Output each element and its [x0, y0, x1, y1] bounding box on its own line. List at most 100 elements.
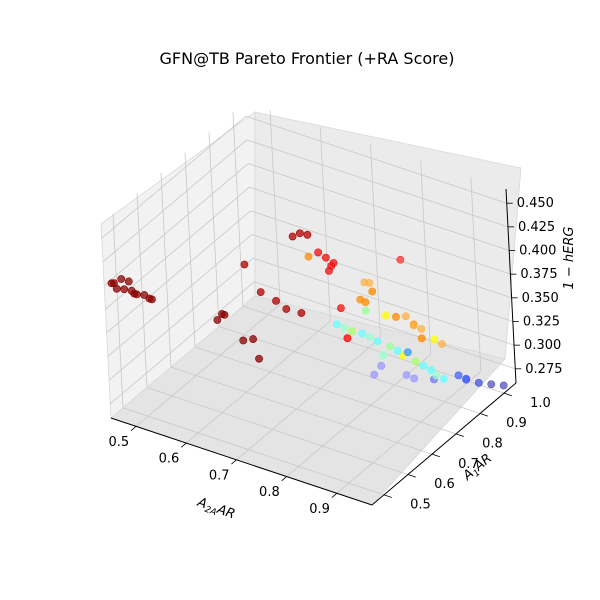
scatter-point — [120, 285, 129, 294]
grid-line-y — [218, 326, 481, 414]
scatter-point — [392, 312, 400, 321]
scatter-point — [409, 321, 418, 330]
scatter-point — [393, 346, 402, 355]
scatter-point — [337, 304, 345, 313]
y-tick-mark — [503, 392, 512, 397]
scatter-point — [361, 306, 370, 315]
scatter-point — [303, 230, 312, 239]
scatter-point — [377, 361, 386, 370]
scatter-point — [411, 357, 420, 366]
y-tick-label: 0.6 — [434, 477, 455, 492]
scatter-point — [329, 259, 338, 267]
y-tick-label: 0.5 — [410, 498, 431, 513]
scatter-point — [255, 354, 263, 363]
scatter-point — [340, 323, 349, 332]
grid-line-x — [236, 337, 381, 461]
scatter-point — [348, 327, 357, 336]
scatter-point — [343, 334, 352, 343]
scatter-point — [430, 335, 439, 344]
y-tick-label: 0.7 — [458, 457, 479, 472]
scatter-point — [373, 337, 382, 346]
scatter-point — [124, 277, 133, 286]
scatter-point — [417, 334, 426, 343]
z-tick-label: 0.325 — [523, 314, 560, 329]
scatter-point — [304, 252, 313, 261]
z-tick-label: 0.375 — [520, 267, 557, 282]
grid-line-z — [106, 210, 251, 334]
grid-line-y — [232, 112, 244, 307]
y-tick-mark — [383, 494, 392, 498]
grid-line-y — [146, 387, 409, 475]
grid-line-z — [101, 115, 246, 239]
y-tick-mark — [407, 474, 416, 478]
scatter-point — [438, 340, 446, 348]
grid-line-z — [102, 139, 248, 263]
z-tick-label: 0.400 — [519, 244, 556, 259]
scatter-point — [401, 312, 410, 321]
scatter-point — [427, 366, 435, 374]
x-tick-mark — [130, 426, 137, 431]
scatter-point — [499, 381, 508, 390]
scatter-point — [107, 279, 116, 288]
scatter-point — [419, 361, 428, 370]
chart-title: GFN@TB Pareto Frontier (+RA Score) — [160, 49, 455, 68]
grid-line-y — [170, 366, 433, 455]
scatter-point — [487, 380, 496, 389]
grid-line-y — [194, 346, 457, 435]
y-axis-line — [371, 382, 517, 506]
scatter-point — [220, 310, 229, 319]
scatter-point — [370, 370, 379, 379]
scatter-point — [130, 289, 139, 298]
scatter-point — [382, 311, 390, 320]
grid-line-y — [208, 132, 220, 327]
scatter-point — [365, 333, 374, 341]
y-tick-label: 1.0 — [530, 396, 551, 411]
grid-line-z — [246, 139, 509, 228]
scatter-point — [272, 296, 280, 305]
grid-line-z — [245, 115, 507, 204]
grid-line-z — [249, 186, 511, 275]
scatter-point — [239, 336, 248, 345]
grid-line-z — [252, 257, 515, 346]
grid-line-y — [136, 193, 148, 388]
z-tick-label: 0.450 — [517, 196, 554, 211]
x-tick-label: 0.5 — [108, 435, 129, 450]
scatter-point — [358, 329, 367, 338]
y-tick-mark — [455, 433, 464, 437]
scatter-point — [282, 305, 291, 313]
grid-line-z — [250, 210, 512, 299]
x-tick-label: 0.7 — [209, 468, 230, 483]
axis-lines — [110, 188, 522, 506]
x-tick-label: 0.9 — [309, 502, 330, 517]
scatter-point — [112, 284, 121, 293]
x-axis-line — [110, 417, 373, 506]
scatter-point — [297, 309, 306, 317]
scatter-point — [325, 266, 333, 275]
scatter-point — [462, 375, 471, 384]
scatter-point — [314, 248, 323, 257]
grid-line-y — [184, 152, 196, 347]
grid-line-x — [186, 320, 331, 444]
scatter-point — [321, 253, 330, 262]
z-tick-label: 0.425 — [518, 220, 555, 235]
scatter-point — [432, 371, 441, 380]
scatter-point — [360, 278, 369, 287]
scatter-point — [332, 320, 341, 329]
z-tick-label: 0.300 — [524, 338, 561, 353]
grid-line-y — [112, 213, 124, 408]
scatter-point — [379, 351, 388, 360]
grid-line-x — [420, 160, 432, 355]
grid-line-x — [135, 304, 281, 427]
grid-line-y — [160, 173, 172, 368]
scatter-point — [454, 371, 463, 380]
x-axis-label: A2AAR — [194, 495, 237, 525]
scatter-point — [288, 232, 297, 241]
scatter-point — [240, 260, 249, 269]
grid-line-x — [470, 177, 482, 372]
scatter-point — [402, 371, 411, 379]
scatter-point — [213, 316, 222, 324]
z-axis-line — [505, 188, 517, 384]
x-tick-mark — [281, 476, 287, 482]
x-tick-mark — [231, 459, 237, 465]
